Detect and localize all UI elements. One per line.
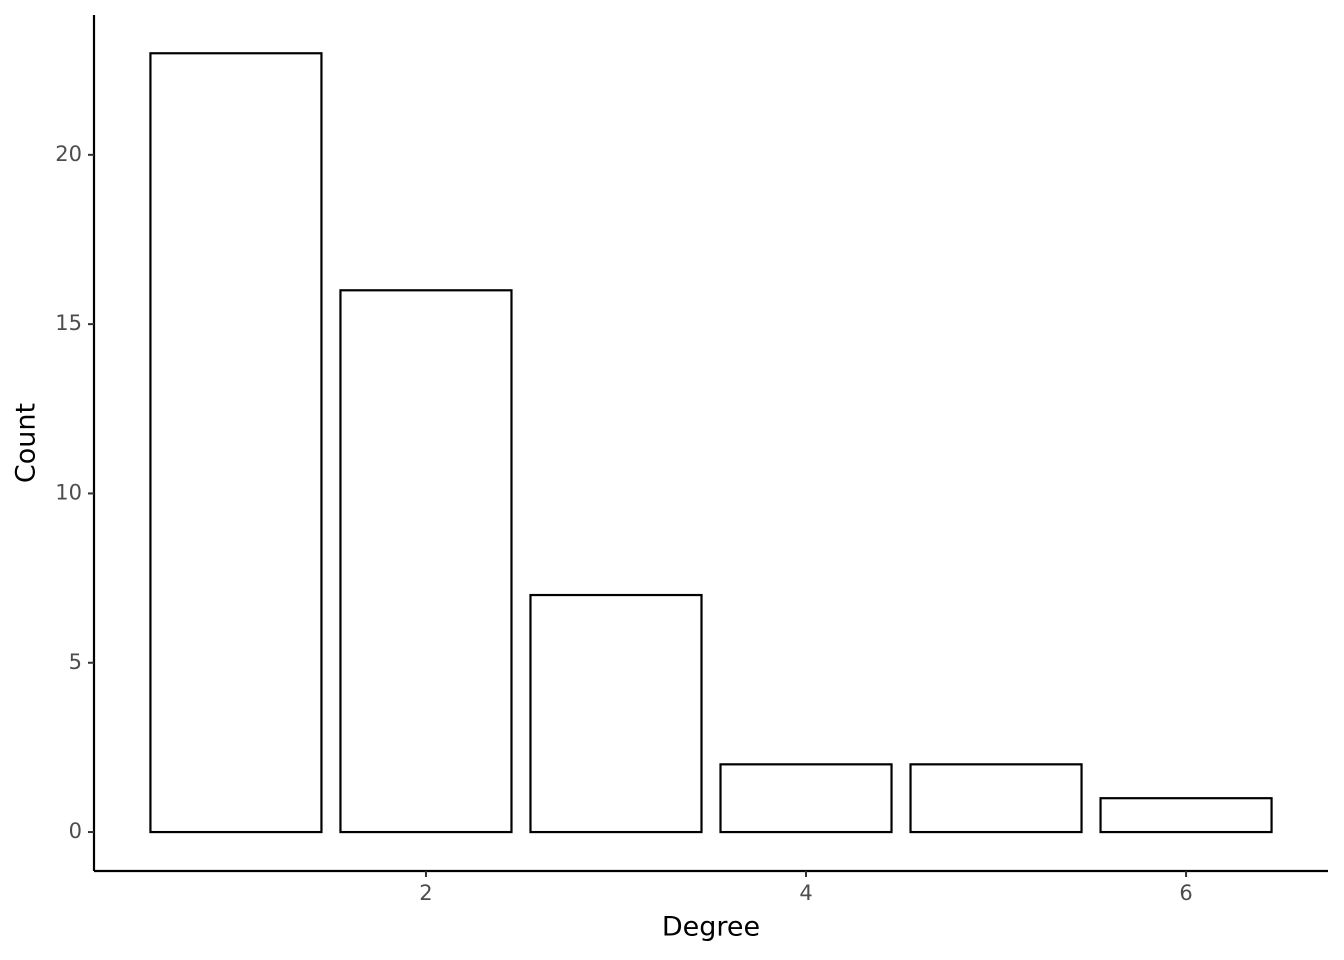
bar — [339, 289, 513, 834]
x-tick-label: 4 — [799, 881, 812, 905]
x-axis-title: Degree — [662, 912, 760, 943]
bar — [909, 763, 1083, 834]
y-tick-label: 15 — [55, 311, 82, 335]
y-axis-title: Count — [11, 403, 42, 483]
bar — [719, 763, 893, 834]
y-tick-label: 10 — [55, 480, 82, 504]
x-tick-label: 6 — [1179, 881, 1192, 905]
y-tick-label: 0 — [69, 819, 82, 843]
y-tick-label: 20 — [55, 142, 82, 166]
y-tick-label: 5 — [69, 650, 82, 674]
bar — [149, 52, 323, 834]
x-tick-label: 2 — [419, 881, 432, 905]
bar — [1099, 797, 1273, 834]
bar — [529, 593, 703, 834]
